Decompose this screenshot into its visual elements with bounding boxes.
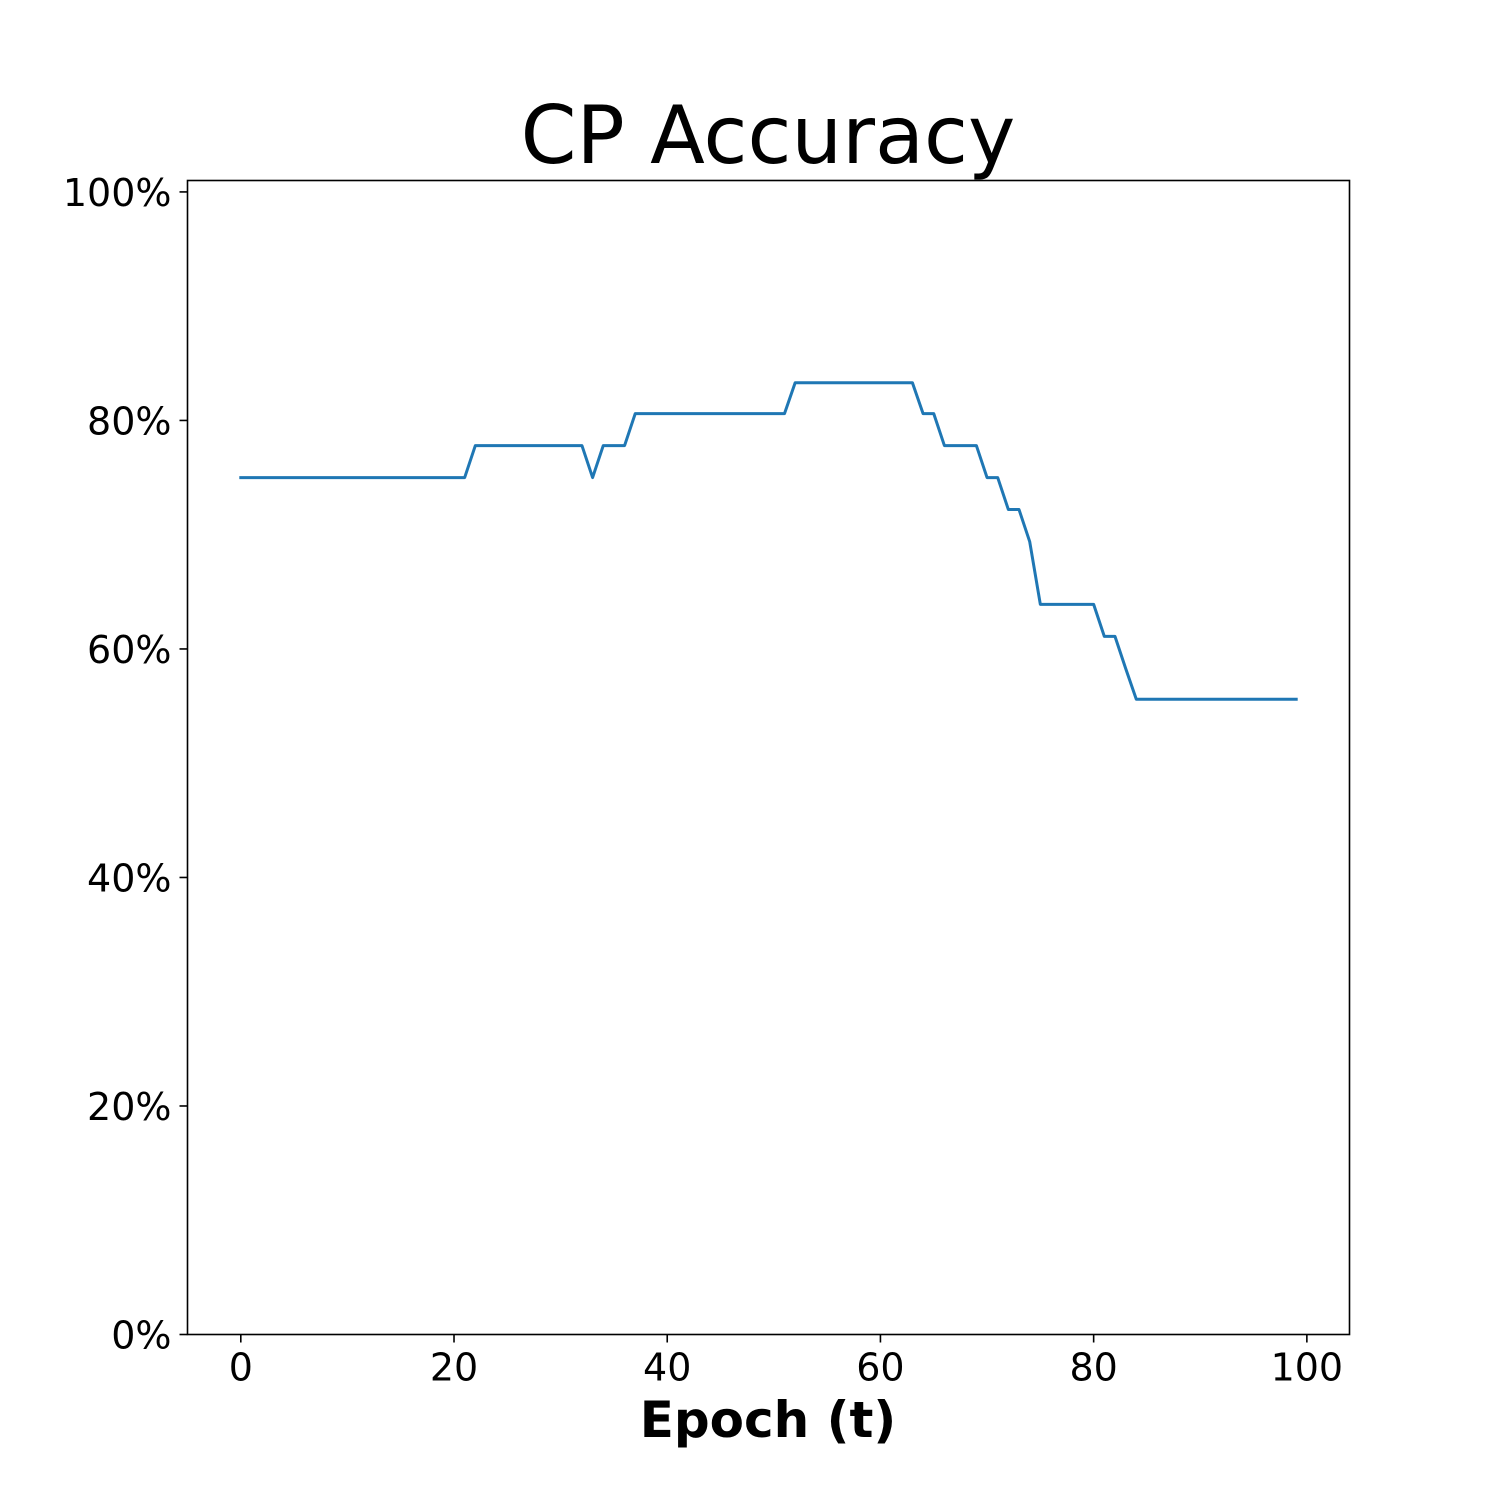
x-tick-label: 40 [643, 1346, 691, 1390]
y-tick-label: 40% [87, 856, 171, 900]
series-line-0 [239, 381, 1298, 701]
x-tick-label: 20 [430, 1346, 478, 1390]
plot-frame [186, 179, 1351, 1336]
y-tick-label: 20% [87, 1085, 171, 1129]
y-tick-label: 60% [87, 628, 171, 672]
y-tick-label: 80% [87, 399, 171, 443]
y-tick-label: 100% [63, 171, 172, 215]
x-tick-label: 60 [856, 1346, 904, 1390]
x-tick-label: 80 [1069, 1346, 1117, 1390]
plot-area [239, 381, 1298, 701]
x-tick-label: 0 [229, 1346, 253, 1390]
x-tick-label: 100 [1271, 1346, 1344, 1390]
y-axis: 0% 20% 40% 60% 80% 100% [63, 171, 188, 1358]
x-axis-label: Epoch (t) [640, 1391, 897, 1449]
y-tick-label: 0% [111, 1314, 171, 1358]
chart-title: CP Accuracy [521, 89, 1016, 182]
x-axis: 0 20 40 60 80 100 [229, 1334, 1344, 1390]
